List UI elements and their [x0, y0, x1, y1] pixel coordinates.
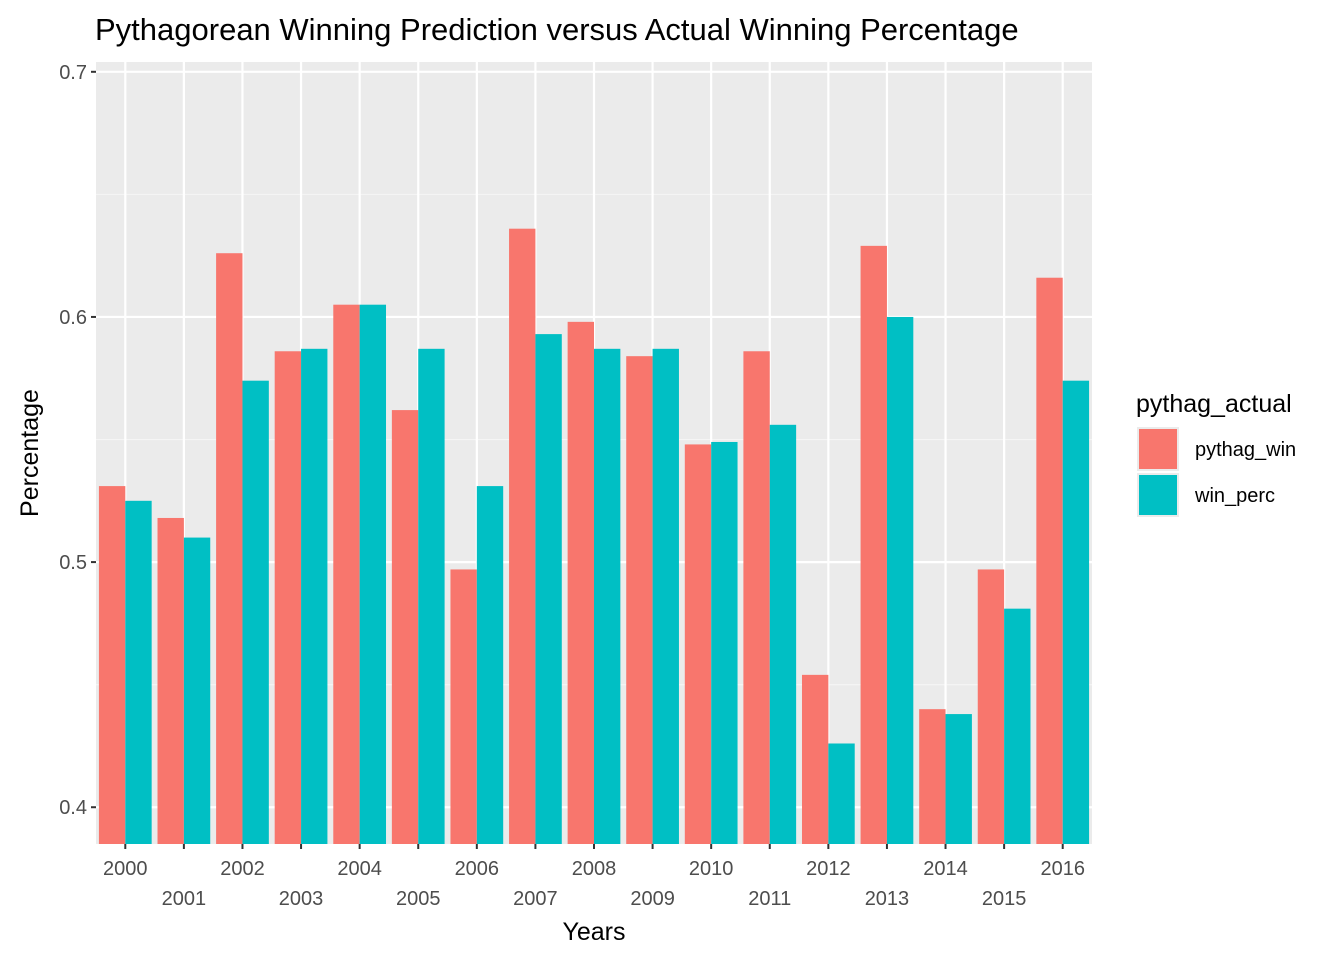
- y-tick-label: 0.7: [59, 62, 87, 84]
- bar-pythag_win-2010: [684, 444, 712, 844]
- bar-win_perc-2003: [301, 348, 328, 844]
- x-tick-label: 2003: [279, 888, 324, 910]
- bar-pythag_win-2015: [977, 569, 1005, 844]
- y-tick-label: 0.4: [59, 797, 87, 819]
- legend-swatch-pythag_win: [1139, 429, 1177, 469]
- bar-win_perc-2004: [359, 304, 387, 844]
- bar-pythag_win-2013: [860, 245, 887, 844]
- bar-pythag_win-2000: [98, 486, 126, 844]
- x-axis-title: Years: [562, 918, 625, 946]
- bar-win_perc-2014: [945, 714, 972, 844]
- bar-win_perc-2011: [769, 424, 797, 844]
- bar-win_perc-2016: [1062, 380, 1090, 844]
- x-tick-label: 2009: [630, 888, 675, 910]
- legend-label-win_perc: win_perc: [1194, 485, 1275, 507]
- chart-title: Pythagorean Winning Prediction versus Ac…: [95, 12, 1019, 47]
- bar-win_perc-2002: [242, 380, 269, 844]
- y-axis-title: Percentage: [16, 389, 44, 517]
- bar-win_perc-2015: [1004, 608, 1031, 844]
- x-tick-label: 2014: [923, 858, 968, 880]
- x-tick-label: 2015: [982, 888, 1027, 910]
- bar-win_perc-2013: [886, 316, 914, 844]
- x-tick-label: 2012: [806, 858, 851, 880]
- legend-title: pythag_actual: [1136, 390, 1292, 418]
- legend-swatch-win_perc: [1139, 475, 1177, 515]
- x-tick-label: 2000: [103, 858, 148, 880]
- bar-pythag_win-2003: [274, 351, 302, 844]
- y-tick-label: 0.6: [59, 307, 87, 329]
- bar-pythag_win-2012: [801, 674, 829, 844]
- y-tick-label: 0.5: [59, 552, 87, 574]
- x-tick-label: 2010: [689, 858, 734, 880]
- x-tick-label: 2007: [513, 888, 558, 910]
- bar-pythag_win-2008: [567, 321, 594, 845]
- x-tick-label: 2002: [220, 858, 265, 880]
- bars: [98, 228, 1090, 845]
- bar-win_perc-2007: [535, 334, 562, 844]
- bar-win_perc-2008: [594, 348, 621, 844]
- bar-pythag_win-2001: [157, 517, 184, 844]
- bar-pythag_win-2004: [333, 304, 360, 844]
- bar-win_perc-2005: [418, 348, 445, 844]
- bar-pythag_win-2006: [450, 569, 477, 844]
- x-axis: 2000 2001 2002 2003 2004 2005 2006 2007 2008 2009…: [103, 844, 1085, 910]
- bar-win_perc-2001: [183, 537, 211, 844]
- x-tick-label: 2001: [162, 888, 207, 910]
- x-tick-label: 2008: [572, 858, 617, 880]
- bar-pythag_win-2009: [626, 356, 653, 844]
- legend: pythag_actual pythag_win win_perc: [1136, 390, 1296, 517]
- x-tick-label: 2011: [748, 888, 791, 910]
- y-axis: 0.4 0.5 0.6 0.7: [59, 62, 96, 819]
- x-tick-label: 2006: [455, 858, 500, 880]
- bar-pythag_win-2002: [216, 253, 243, 845]
- bar-win_perc-2010: [711, 441, 738, 844]
- x-tick-label: 2016: [1040, 858, 1085, 880]
- legend-label-pythag_win: pythag_win: [1195, 439, 1296, 461]
- bar-win_perc-2000: [125, 500, 152, 844]
- x-tick-label: 2005: [396, 888, 441, 910]
- x-tick-label: 2013: [865, 888, 910, 910]
- bar-win_perc-2009: [652, 348, 679, 844]
- x-tick-label: 2004: [337, 858, 382, 880]
- bar-win_perc-2006: [476, 486, 504, 844]
- bar-pythag_win-2014: [919, 709, 946, 844]
- bar-pythag_win-2005: [391, 410, 419, 844]
- bar-pythag_win-2011: [743, 351, 770, 844]
- bar-win_perc-2012: [828, 743, 855, 844]
- bar-pythag_win-2016: [1036, 277, 1063, 845]
- bar-pythag_win-2007: [509, 228, 536, 844]
